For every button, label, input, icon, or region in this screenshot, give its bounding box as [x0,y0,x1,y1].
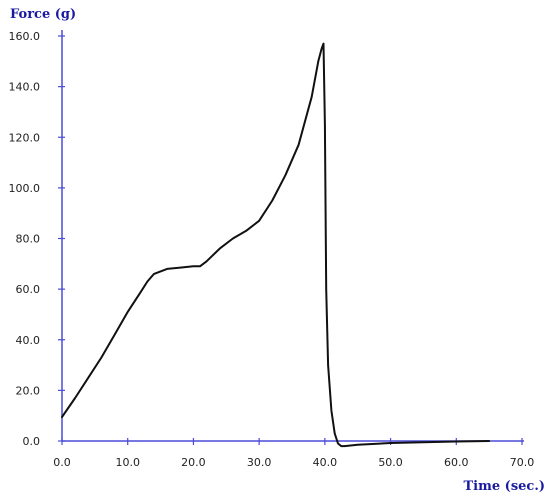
x-tick-label: 70.0 [510,456,535,469]
x-tick-label: 50.0 [378,456,403,469]
y-axis-title: Force (g) [10,7,76,22]
y-tick-label: 40.0 [16,334,41,347]
x-tick-label: 40.0 [313,456,338,469]
y-tick-label: 80.0 [16,233,41,246]
x-tick-label: 30.0 [247,456,272,469]
y-tick-label: 140.0 [9,81,41,94]
y-tick-label: 160.0 [9,30,41,43]
x-tick-label: 60.0 [444,456,469,469]
x-tick-label: 20.0 [181,456,206,469]
y-tick-label: 100.0 [9,182,41,195]
force-curve-line [61,42,491,448]
y-tick-label: 120.0 [9,131,41,144]
y-tick-label: 0.0 [23,435,41,448]
y-tick-label: 20.0 [16,384,41,397]
y-tick-label: 60.0 [16,283,41,296]
x-tick-label: 0.0 [53,456,71,469]
x-axis-title: Time (sec.) [464,479,546,494]
x-tick-label: 10.0 [115,456,140,469]
